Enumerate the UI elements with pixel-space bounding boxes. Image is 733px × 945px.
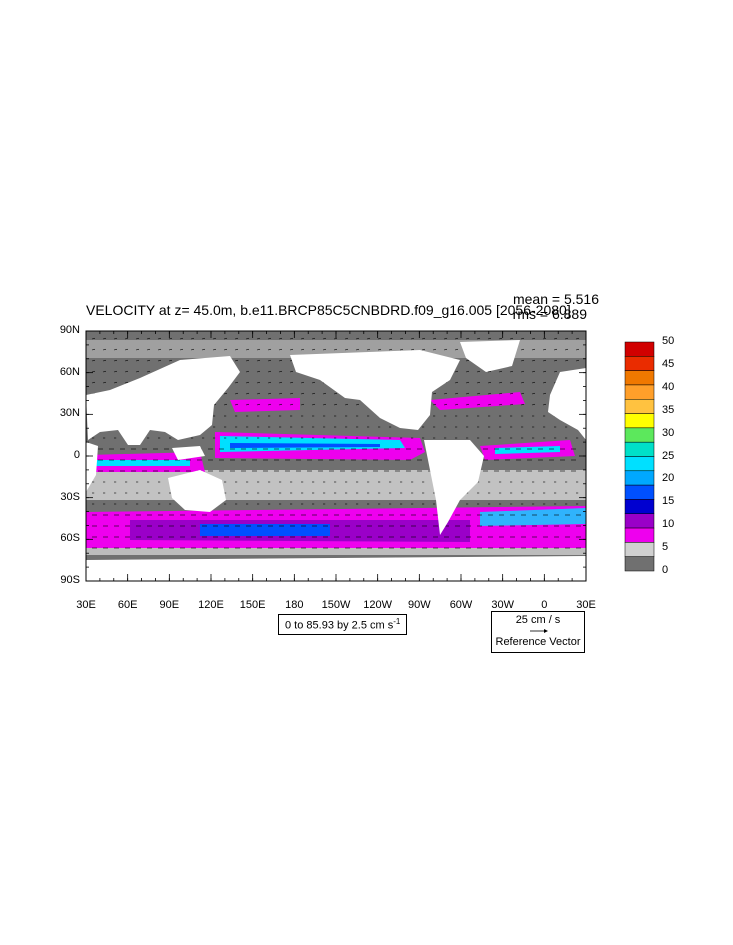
colorbar-label-5: 25	[662, 449, 675, 462]
axis-ticks	[85, 330, 587, 582]
lon-label-2: 90E	[159, 599, 180, 611]
contour-info-text: 0 to 85.93 by 2.5 cm s	[285, 619, 394, 632]
rms-value: rms = 6.889	[512, 306, 587, 322]
europe-east-edge	[548, 368, 586, 440]
ocean-field	[86, 331, 586, 581]
colorbar-label-7: 15	[662, 495, 675, 508]
lon-label-7: 120W	[363, 599, 393, 611]
colorbar-swatch-15	[624, 556, 655, 572]
colorbar-swatch-8	[624, 456, 655, 472]
contour-info-unit-exponent: -1	[393, 617, 401, 626]
greenland	[460, 340, 520, 372]
colorbar-swatch-12	[624, 513, 655, 529]
colorbar-swatch-13	[624, 527, 655, 543]
colorbar-swatch-0	[624, 341, 655, 357]
australia	[168, 470, 226, 512]
lat-label-5: 60S	[60, 532, 80, 545]
atlantic-equatorial-cyan	[495, 446, 560, 454]
colorbar-label-1: 45	[662, 357, 675, 370]
lat-label-3: 0	[73, 449, 80, 461]
reference-vector-label: Reference Vector	[495, 636, 581, 648]
colorbar	[624, 341, 655, 572]
mean-value: mean = 5.516	[512, 291, 599, 307]
lat-label-2: 30N	[59, 407, 80, 420]
colorbar-label-2: 40	[662, 380, 675, 393]
colorbar-swatch-9	[624, 470, 655, 486]
colorbar-swatch-2	[624, 370, 655, 386]
eurasia	[86, 356, 240, 445]
acc-blue	[200, 524, 330, 536]
colorbar-swatch-14	[624, 542, 655, 557]
lat-label-6: 90S	[60, 574, 80, 586]
kuroshio-current	[230, 398, 300, 412]
lon-label-11: 0	[541, 599, 548, 611]
indian-ocean-cyan	[95, 460, 190, 466]
land-masses	[86, 340, 586, 581]
contour-info-box: 0 to 85.93 by 2.5 cm s-1	[278, 614, 408, 635]
colorbar-swatch-6	[624, 427, 655, 443]
colorbar-swatch-11	[624, 499, 655, 514]
lat-label-1: 60N	[59, 365, 80, 378]
reference-vector-box: 25 cm / s Reference Vector	[491, 611, 585, 653]
lon-label-6: 150W	[321, 599, 351, 611]
plot-title: VELOCITY at z= 45.0m, b.e11.BRCP85C5CNBD…	[86, 302, 571, 318]
maritime-continent	[172, 446, 205, 460]
colorbar-swatch-3	[624, 384, 655, 400]
lon-label-0: 30E	[76, 599, 96, 611]
lat-label-0: 90N	[59, 324, 80, 336]
lon-label-9: 60W	[449, 599, 473, 611]
gulf-stream	[430, 392, 525, 410]
colorbar-label-8: 10	[662, 518, 675, 531]
colorbar-swatch-1	[624, 356, 655, 371]
lon-label-8: 90W	[408, 599, 431, 611]
south-america	[424, 440, 484, 535]
lat-label-4: 30S	[60, 490, 80, 503]
colorbar-swatch-7	[624, 441, 655, 457]
acc-cyan	[480, 508, 586, 526]
colorbar-swatch-10	[624, 484, 655, 500]
reference-vector-magnitude: 25 cm / s	[515, 614, 561, 626]
lon-label-3: 120E	[198, 599, 224, 611]
colorbar-label-6: 20	[662, 472, 675, 485]
north-america	[290, 350, 460, 430]
colorbar-label-9: 5	[662, 541, 669, 554]
lon-label-4: 150E	[239, 599, 266, 611]
lon-label-5: 180	[285, 599, 304, 611]
colorbar-label-0: 50	[662, 335, 675, 347]
colorbar-label-3: 35	[662, 403, 675, 416]
colorbar-swatch-4	[624, 399, 655, 414]
colorbar-label-10: 0	[662, 564, 669, 576]
lon-label-1: 60E	[117, 599, 138, 611]
colorbar-label-4: 30	[662, 426, 675, 439]
africa-east-edge	[86, 442, 98, 492]
lon-label-12: 30E	[576, 599, 596, 611]
lon-label-10: 30W	[491, 599, 514, 611]
southern-light-band	[86, 470, 586, 500]
colorbar-swatch-5	[624, 413, 655, 429]
pacific-equatorial-core	[230, 443, 380, 448]
reference-vector-arrow-icon	[492, 626, 584, 636]
